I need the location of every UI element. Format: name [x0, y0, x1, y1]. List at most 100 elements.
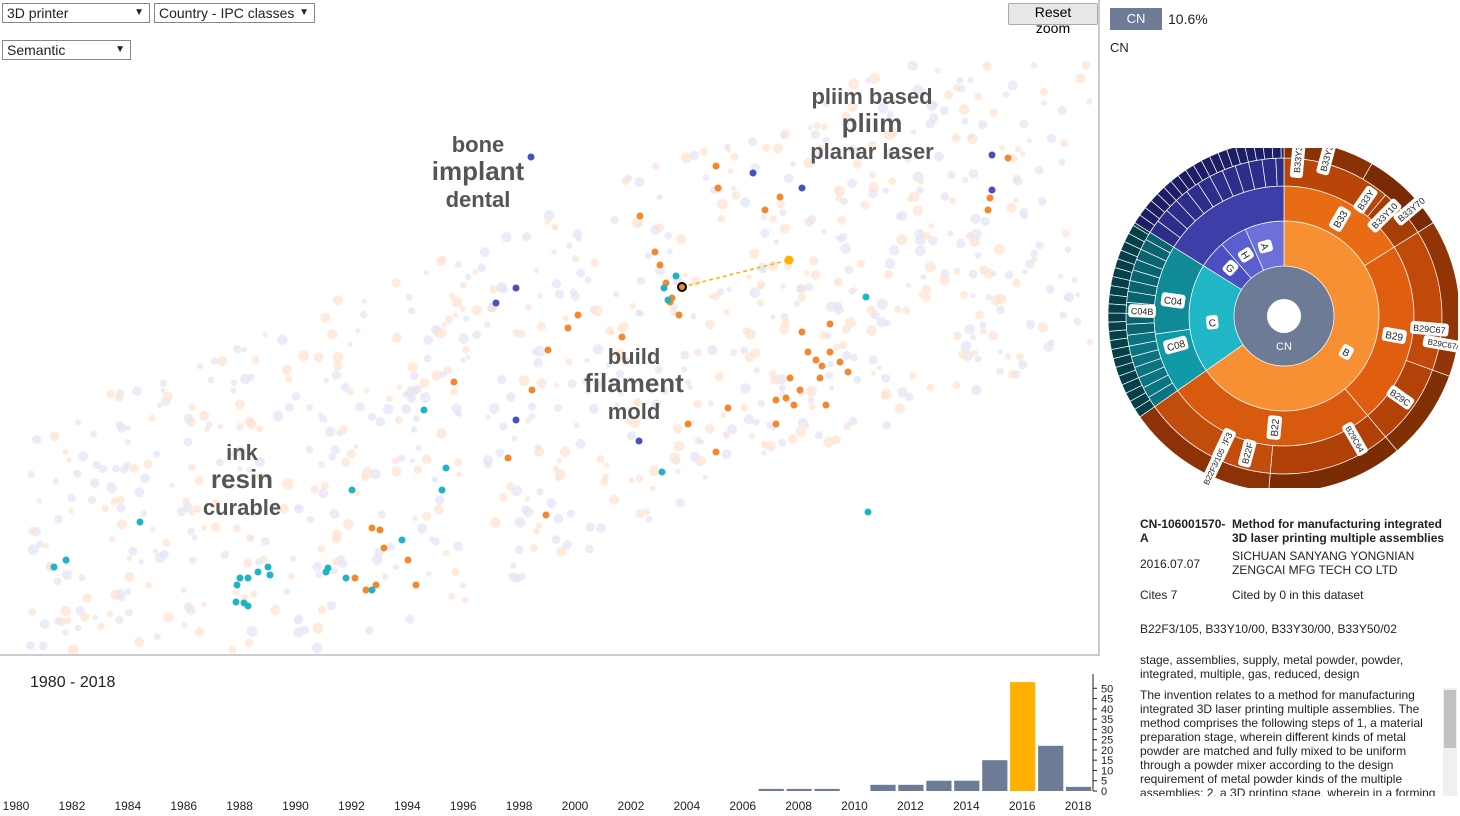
scatter-point-faint[interactable]: [536, 378, 547, 389]
scatter-point-highlighted[interactable]: [836, 358, 844, 366]
scatter-point-faint[interactable]: [970, 213, 981, 224]
scatter-point-faint[interactable]: [807, 124, 813, 131]
scatter-point-faint[interactable]: [989, 108, 998, 117]
scatter-point-faint[interactable]: [508, 572, 516, 580]
scatter-point-faint[interactable]: [553, 382, 560, 388]
scatter-point-faint[interactable]: [614, 402, 620, 408]
scatter-point-faint[interactable]: [326, 601, 337, 611]
scatter-point-faint[interactable]: [990, 270, 997, 277]
scatter-point-faint[interactable]: [527, 402, 536, 411]
scatter-point-faint[interactable]: [740, 403, 748, 412]
scatter-point-faint[interactable]: [714, 371, 724, 382]
scatter-point-faint[interactable]: [346, 448, 356, 459]
scatter-point-highlighted[interactable]: [844, 368, 852, 376]
scatter-point-highlighted[interactable]: [635, 437, 643, 445]
scatter-point-faint[interactable]: [441, 322, 447, 328]
scatter-point-faint[interactable]: [92, 614, 98, 621]
scatter-point-faint[interactable]: [183, 437, 193, 447]
scatter-point-faint[interactable]: [298, 350, 310, 362]
scatter-point-faint[interactable]: [487, 304, 496, 312]
scatter-point-faint[interactable]: [1025, 259, 1035, 269]
scatter-point-faint[interactable]: [884, 129, 895, 141]
scatter-point-faint[interactable]: [651, 162, 660, 171]
scatter-point-faint[interactable]: [749, 248, 760, 259]
scatter-point-faint[interactable]: [765, 441, 776, 452]
scatter-point-faint[interactable]: [284, 402, 294, 412]
scatter-point-faint[interactable]: [655, 223, 664, 233]
scatter-point-faint[interactable]: [250, 590, 258, 598]
scatter-point-faint[interactable]: [634, 309, 642, 317]
scatter-point-faint[interactable]: [461, 596, 469, 604]
scatter-point-faint[interactable]: [573, 422, 580, 429]
scatter-point-faint[interactable]: [1019, 119, 1029, 129]
scatter-point-faint[interactable]: [365, 626, 374, 635]
scatter-point-highlighted[interactable]: [712, 448, 720, 456]
scatter-point-highlighted[interactable]: [776, 193, 784, 201]
scatter-point-faint[interactable]: [359, 310, 368, 319]
scatter-point-faint[interactable]: [1058, 159, 1066, 166]
scatter-point-faint[interactable]: [347, 341, 353, 347]
scatter-point-faint[interactable]: [915, 245, 926, 257]
scatter-point-faint[interactable]: [300, 625, 310, 635]
scatter-point-faint[interactable]: [410, 458, 415, 464]
scatter-point-faint[interactable]: [336, 429, 344, 437]
scatter-point-faint[interactable]: [808, 256, 819, 266]
scatter-point-faint[interactable]: [974, 92, 982, 101]
scatter-point-faint[interactable]: [585, 522, 595, 532]
scatter-point-faint[interactable]: [234, 399, 245, 410]
scatter-point-faint[interactable]: [648, 465, 660, 477]
scatter-point-faint[interactable]: [576, 268, 586, 278]
scatter-point-faint[interactable]: [246, 534, 254, 542]
scatter-point-highlighted[interactable]: [862, 293, 870, 301]
scatter-point-faint[interactable]: [331, 533, 342, 544]
scatter-point-faint[interactable]: [722, 430, 730, 438]
scatter-point-faint[interactable]: [143, 459, 153, 469]
scatter-point-faint[interactable]: [392, 564, 399, 571]
scatter-point-faint[interactable]: [153, 633, 161, 641]
scatter-point-faint[interactable]: [436, 428, 447, 439]
scatter-point-faint[interactable]: [996, 367, 1004, 376]
scatter-point-faint[interactable]: [256, 425, 263, 433]
scatter-point-faint[interactable]: [306, 404, 313, 411]
scatter-point-highlighted[interactable]: [527, 153, 535, 161]
scatter-point-faint[interactable]: [618, 391, 624, 397]
scatter-point-highlighted[interactable]: [712, 162, 720, 170]
scatter-point-faint[interactable]: [594, 379, 604, 389]
scatter-point-faint[interactable]: [101, 504, 109, 512]
scatter-point-faint[interactable]: [673, 440, 685, 452]
scatter-point-faint[interactable]: [1059, 311, 1067, 319]
sunburst-segment[interactable]: [1108, 303, 1127, 314]
scatter-point-faint[interactable]: [821, 228, 827, 235]
scatter-point-highlighted[interactable]: [772, 420, 780, 428]
scatter-point-faint[interactable]: [926, 383, 934, 392]
scatter-point-faint[interactable]: [150, 526, 156, 533]
scatter-point-faint[interactable]: [666, 248, 673, 255]
scatter-point-faint[interactable]: [315, 571, 323, 579]
scatter-point-faint[interactable]: [162, 391, 173, 403]
scatter-point-faint[interactable]: [1071, 277, 1078, 283]
scatter-point-faint[interactable]: [603, 462, 610, 468]
scatter-point-faint[interactable]: [766, 421, 774, 429]
scatter-point-faint[interactable]: [649, 485, 656, 492]
scatter-point-faint[interactable]: [511, 485, 522, 497]
scatter-point-faint[interactable]: [534, 345, 545, 357]
scatter-point-faint[interactable]: [840, 243, 851, 254]
histogram-bar[interactable]: [870, 784, 896, 791]
scatter-point-faint[interactable]: [361, 467, 373, 478]
scatter-point-faint[interactable]: [260, 536, 270, 546]
scatter-point-faint[interactable]: [748, 137, 758, 147]
scatter-point-faint[interactable]: [675, 234, 687, 245]
scatter-point-faint[interactable]: [702, 174, 710, 182]
scatter-point-faint[interactable]: [596, 455, 605, 464]
scatter-point-faint[interactable]: [124, 439, 131, 446]
scatter-point-faint[interactable]: [562, 315, 569, 322]
scatter-point-highlighted[interactable]: [574, 311, 582, 319]
scatter-point-faint[interactable]: [1002, 91, 1010, 98]
scatter-point-faint[interactable]: [116, 519, 127, 530]
scatter-point-faint[interactable]: [89, 478, 100, 489]
scatter-point-highlighted[interactable]: [826, 348, 834, 356]
scatter-point-faint[interactable]: [833, 277, 843, 287]
scatter-point-faint[interactable]: [153, 450, 161, 458]
scatter-point-faint[interactable]: [246, 419, 257, 430]
scatter-point-faint[interactable]: [629, 303, 636, 310]
